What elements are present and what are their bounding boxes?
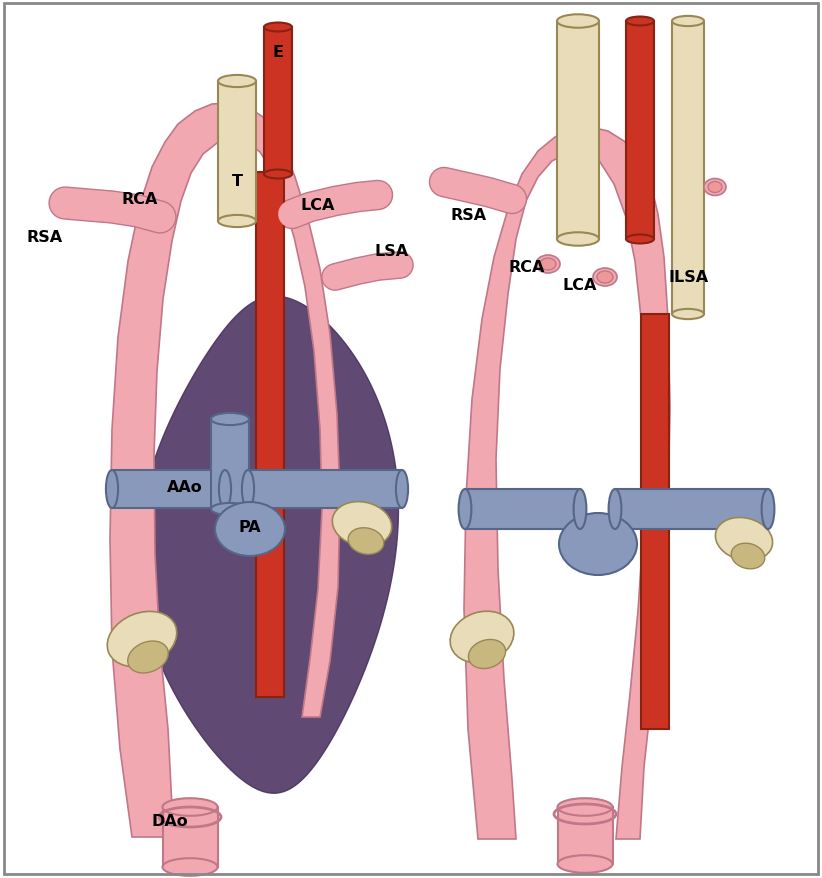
Ellipse shape [106, 471, 118, 508]
Ellipse shape [163, 798, 218, 816]
Bar [557, 807, 612, 864]
Ellipse shape [608, 489, 621, 529]
Bar [211, 420, 249, 509]
Ellipse shape [593, 269, 617, 287]
Ellipse shape [597, 271, 613, 284]
Bar [163, 807, 218, 867]
Ellipse shape [349, 529, 384, 555]
Ellipse shape [215, 502, 285, 557]
Ellipse shape [396, 471, 408, 508]
Ellipse shape [672, 310, 704, 320]
Bar [641, 314, 669, 729]
Ellipse shape [715, 518, 773, 561]
Ellipse shape [626, 235, 654, 244]
Ellipse shape [536, 255, 560, 274]
Ellipse shape [211, 503, 249, 515]
Ellipse shape [163, 858, 218, 875]
Text: RCA: RCA [122, 192, 158, 207]
Text: PA: PA [238, 520, 261, 535]
Ellipse shape [557, 233, 599, 247]
Text: T: T [232, 175, 242, 190]
Ellipse shape [574, 489, 586, 529]
Bar [264, 28, 292, 175]
Ellipse shape [540, 259, 556, 270]
Ellipse shape [211, 414, 249, 426]
Ellipse shape [762, 489, 774, 529]
Ellipse shape [264, 24, 292, 32]
Ellipse shape [218, 216, 256, 227]
Ellipse shape [219, 471, 231, 508]
Ellipse shape [459, 489, 471, 529]
Bar [256, 173, 284, 697]
Ellipse shape [557, 855, 612, 873]
Bar [557, 22, 599, 240]
Text: E: E [273, 45, 284, 60]
Bar [615, 489, 768, 529]
Ellipse shape [626, 18, 654, 26]
Bar [672, 22, 704, 314]
Ellipse shape [332, 502, 392, 547]
Bar [112, 471, 225, 508]
Text: RSA: RSA [27, 230, 63, 245]
Text: RCA: RCA [508, 260, 544, 275]
Ellipse shape [242, 471, 254, 508]
Bar [218, 82, 256, 222]
Ellipse shape [450, 611, 514, 663]
Ellipse shape [557, 15, 599, 29]
Ellipse shape [559, 514, 637, 575]
Bar [626, 22, 654, 240]
Ellipse shape [127, 641, 169, 673]
Ellipse shape [469, 640, 506, 669]
Text: AAo: AAo [167, 480, 203, 495]
Text: DAo: DAo [151, 814, 188, 829]
Ellipse shape [732, 543, 764, 569]
Text: LSA: LSA [375, 244, 409, 259]
Ellipse shape [672, 17, 704, 27]
Ellipse shape [264, 170, 292, 179]
Bar [248, 471, 402, 508]
Text: LCA: LCA [562, 277, 597, 292]
Text: RSA: RSA [450, 207, 486, 222]
Text: LCA: LCA [301, 198, 335, 212]
Ellipse shape [557, 798, 612, 816]
Polygon shape [110, 104, 340, 837]
Polygon shape [464, 128, 670, 839]
Bar [465, 489, 580, 529]
Ellipse shape [704, 179, 726, 197]
Polygon shape [137, 297, 399, 794]
Text: ILSA: ILSA [668, 270, 708, 285]
Ellipse shape [107, 612, 177, 667]
Ellipse shape [218, 76, 256, 88]
Ellipse shape [708, 183, 722, 193]
